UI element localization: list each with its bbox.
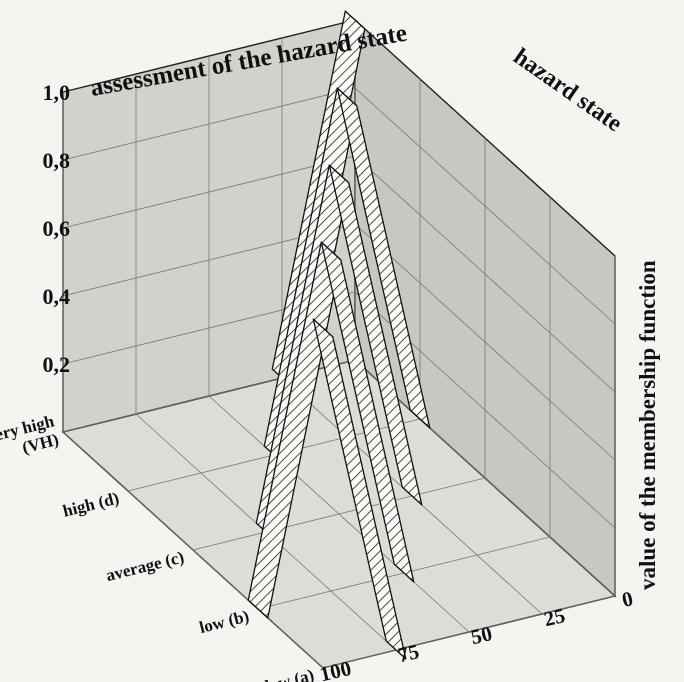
z-tick-label: 0,2 bbox=[43, 352, 71, 377]
z-tick-label: 0,4 bbox=[43, 284, 71, 309]
ribbon-segment bbox=[336, 87, 431, 429]
z-axis-label: value of the membership function bbox=[635, 260, 660, 590]
chart-ribbons bbox=[247, 10, 431, 660]
ribbon-segment bbox=[320, 241, 415, 583]
ribbon-segment bbox=[312, 318, 407, 660]
series-ribbon bbox=[312, 318, 407, 660]
depth-axis-label: hazard state bbox=[509, 44, 627, 138]
z-tick-label: 0,8 bbox=[43, 148, 71, 173]
grid-line bbox=[322, 595, 616, 669]
category-label: average (c) bbox=[104, 547, 186, 585]
x-tick-label: 0 bbox=[620, 586, 636, 612]
category-label: high (d) bbox=[61, 488, 121, 520]
category-label: very low (a) bbox=[228, 665, 316, 682]
grid-line bbox=[192, 477, 486, 551]
z-tick-label: 1,0 bbox=[43, 80, 71, 105]
category-label: low (b) bbox=[197, 606, 251, 637]
ribbon-segment bbox=[328, 164, 423, 506]
z-tick-label: 0,6 bbox=[43, 216, 71, 241]
category-label: very high(VH) bbox=[0, 411, 61, 465]
